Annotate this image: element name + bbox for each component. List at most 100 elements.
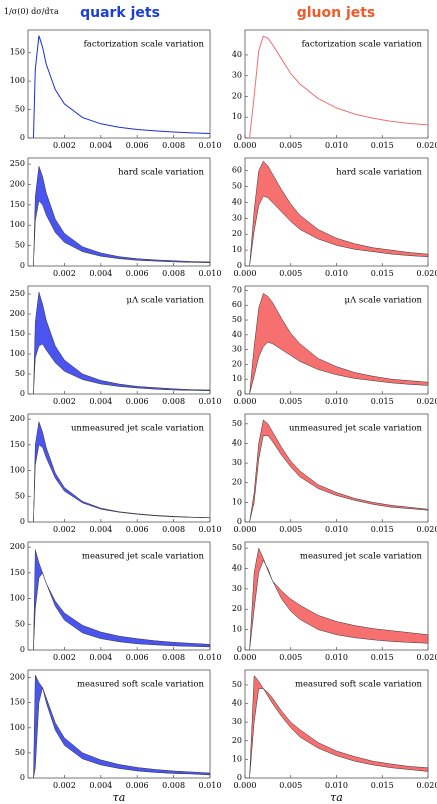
x-tick-label: 0.006 [126, 141, 149, 150]
x-tick-label: 0.010 [325, 781, 348, 790]
annotation: unmeasured jet scale variation [289, 424, 423, 434]
y-tick-label: 0 [20, 773, 25, 782]
y-tick-label: 0 [20, 133, 25, 142]
x-tick-label: 0.010 [199, 397, 222, 406]
x-tick-label: 0.015 [371, 653, 394, 662]
y-tick-label: 40 [232, 563, 242, 572]
y-tick-label: 30 [232, 71, 242, 80]
y-tick-label: 40 [232, 438, 242, 447]
x-tick-label: 0.008 [162, 269, 185, 278]
plot-frame [27, 285, 211, 395]
band [33, 166, 211, 267]
x-tick-label: 0.005 [279, 269, 302, 278]
x-tick-label: 0.008 [162, 397, 185, 406]
x-tick-label: 0.020 [417, 269, 437, 278]
y-tick-label: 150 [10, 329, 25, 338]
x-tick-label: 0.020 [417, 653, 437, 662]
x-tick-label: 0.010 [325, 653, 348, 662]
annotation: μΛ scale variation [345, 296, 423, 306]
y-tick-label: 50 [15, 491, 25, 500]
x-tick-label: 0.005 [279, 653, 302, 662]
y-tick-label: 100 [10, 594, 25, 603]
band [33, 291, 211, 395]
band [249, 674, 429, 779]
y-axis-label: 1/σ(0) dσ/dτa [4, 7, 59, 16]
x-tick-label: 0.008 [162, 525, 185, 534]
y-tick-label: 150 [10, 698, 25, 707]
y-tick-label: 10 [232, 754, 242, 763]
x-tick-label: 0.008 [162, 141, 185, 150]
band [249, 547, 429, 651]
y-tick-label: 0 [20, 645, 25, 654]
band [249, 419, 429, 523]
y-tick-label: 10 [232, 374, 242, 383]
annotation: unmeasured jet scale variation [71, 424, 205, 434]
y-tick-label: 150 [10, 48, 25, 57]
y-tick-label: 150 [10, 568, 25, 577]
band [249, 293, 429, 395]
x-tick-label: 0.010 [199, 653, 222, 662]
annotation: measured soft scale variation [77, 680, 205, 690]
y-tick-label: 50 [15, 369, 25, 378]
x-tick-label: 0.020 [417, 141, 437, 150]
y-tick-label: 200 [10, 673, 25, 682]
x-tick-label: 0.002 [53, 781, 76, 790]
x-tick-label: 0.000 [234, 269, 257, 278]
x-tick-label: 0.005 [279, 141, 302, 150]
x-tick-label: 0.002 [53, 525, 76, 534]
y-tick-label: 200 [10, 414, 25, 423]
y-tick-label: 10 [232, 625, 242, 634]
x-tick-label: 0.000 [234, 397, 257, 406]
y-tick-label: 40 [232, 699, 242, 708]
x-tick-label: 0.002 [53, 269, 76, 278]
x-tick-label: 0.010 [325, 141, 348, 150]
annotation: μΛ scale variation [127, 296, 205, 306]
y-tick-label: 60 [232, 166, 242, 175]
y-tick-label: 10 [232, 497, 242, 506]
band [33, 421, 211, 523]
annotation: factorization scale variation [84, 40, 205, 50]
x-tick-label: 0.005 [279, 781, 302, 790]
y-tick-label: 50 [232, 543, 242, 552]
annotation: factorization scale variation [302, 40, 423, 50]
x-tick-label: 0.000 [234, 653, 257, 662]
y-tick-label: 0 [20, 389, 25, 398]
y-tick-label: 150 [10, 440, 25, 449]
x-tick-label: 0.010 [199, 781, 222, 790]
y-tick-label: 0 [237, 389, 242, 398]
curve [32, 35, 211, 139]
x-tick-label: 0.006 [126, 525, 149, 534]
x-tick-label: 0.020 [417, 525, 437, 534]
x-tick-label: 0.020 [417, 397, 437, 406]
y-tick-label: 0 [20, 261, 25, 270]
y-tick-label: 70 [232, 285, 242, 294]
annotation: hard scale variation [118, 168, 204, 178]
y-tick-label: 100 [10, 466, 25, 475]
y-tick-label: 250 [10, 289, 25, 298]
x-tick-label: 0.006 [126, 397, 149, 406]
y-tick-label: 150 [10, 200, 25, 209]
x-axis-label: τa [330, 791, 343, 804]
y-tick-label: 0 [237, 517, 242, 526]
y-tick-label: 0 [237, 261, 242, 270]
y-tick-label: 20 [232, 736, 242, 745]
annotation: measured jet scale variation [82, 552, 205, 562]
y-tick-label: 30 [232, 213, 242, 222]
x-tick-label: 0.000 [234, 525, 257, 534]
y-tick-label: 100 [10, 220, 25, 229]
y-tick-label: 20 [232, 91, 242, 100]
y-tick-label: 50 [232, 315, 242, 324]
x-tick-label: 0.010 [199, 141, 222, 150]
x-tick-label: 0.008 [162, 653, 185, 662]
y-tick-label: 100 [10, 76, 25, 85]
x-tick-label: 0.004 [89, 269, 112, 278]
x-tick-label: 0.010 [199, 525, 222, 534]
y-tick-label: 20 [232, 359, 242, 368]
curve [249, 35, 429, 139]
y-tick-label: 30 [232, 584, 242, 593]
x-tick-label: 0.015 [371, 141, 394, 150]
x-tick-label: 0.015 [371, 781, 394, 790]
y-tick-label: 50 [232, 680, 242, 689]
x-tick-label: 0.004 [89, 781, 112, 790]
